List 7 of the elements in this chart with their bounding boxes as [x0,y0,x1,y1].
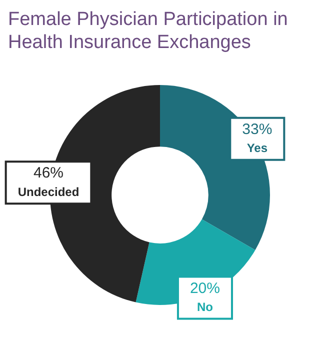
chart-title: Female Physician Participation in Health Insurance Exchanges [7,8,289,55]
slice-label: Undecided [18,184,80,199]
data-label: 33% [242,121,272,138]
data-label: 20% [190,280,220,297]
slice-label: No [196,300,213,314]
data-label: 46% [33,164,64,182]
slice-label: Yes [246,141,268,156]
